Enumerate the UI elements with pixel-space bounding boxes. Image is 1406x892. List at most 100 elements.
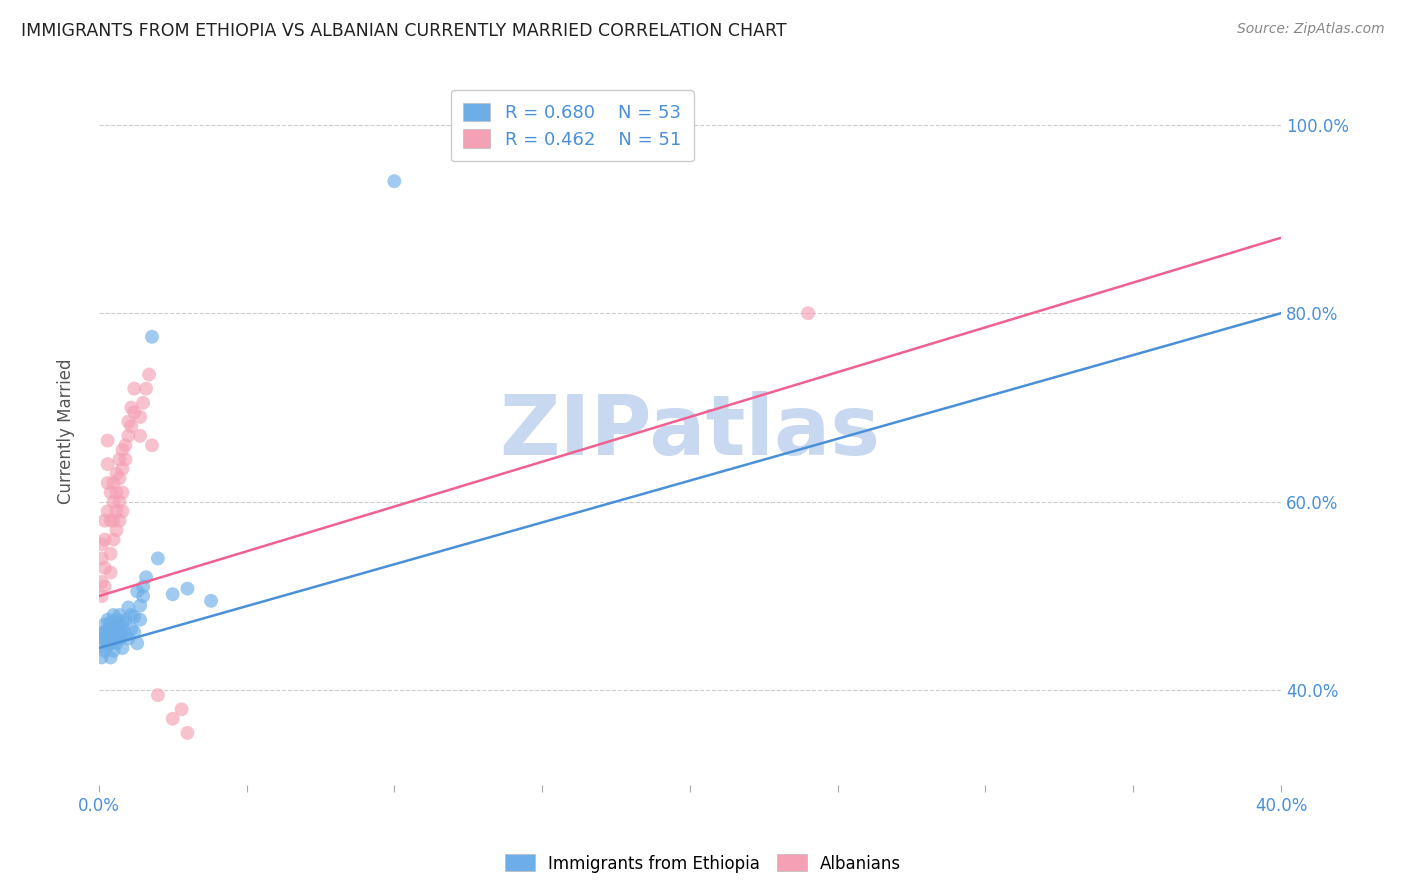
Point xyxy=(100,636,122,650)
Text: IMMIGRANTS FROM ETHIOPIA VS ALBANIAN CURRENTLY MARRIED CORRELATION CHART: IMMIGRANTS FROM ETHIOPIA VS ALBANIAN CUR… xyxy=(21,22,787,40)
Point xyxy=(122,624,145,639)
Point xyxy=(117,632,139,646)
Point xyxy=(105,467,128,481)
Point xyxy=(108,617,131,632)
Point xyxy=(100,547,122,561)
Point xyxy=(111,640,134,655)
Point xyxy=(170,702,193,716)
Text: Source: ZipAtlas.com: Source: ZipAtlas.com xyxy=(1237,22,1385,37)
Point xyxy=(114,452,136,467)
Point xyxy=(97,613,120,627)
Point xyxy=(103,619,125,633)
Point xyxy=(93,561,115,575)
Point xyxy=(100,627,122,641)
Point xyxy=(97,629,120,643)
Point xyxy=(111,462,134,476)
Point xyxy=(103,644,125,658)
Point xyxy=(97,622,120,636)
Point xyxy=(97,475,120,490)
Point xyxy=(117,600,139,615)
Point xyxy=(176,582,198,596)
Point xyxy=(90,632,112,646)
Point xyxy=(120,419,142,434)
Point xyxy=(127,584,149,599)
Point xyxy=(90,574,112,589)
Point xyxy=(129,613,152,627)
Point xyxy=(90,650,112,665)
Point xyxy=(141,438,163,452)
Text: ZIPatlas: ZIPatlas xyxy=(499,391,880,472)
Point xyxy=(120,607,142,622)
Point xyxy=(100,615,122,630)
Point xyxy=(108,624,131,639)
Point xyxy=(103,514,125,528)
Point xyxy=(797,306,820,320)
Point xyxy=(129,409,152,424)
Point xyxy=(103,533,125,547)
Legend: Immigrants from Ethiopia, Albanians: Immigrants from Ethiopia, Albanians xyxy=(498,847,908,880)
Point xyxy=(97,434,120,448)
Point xyxy=(105,629,128,643)
Point xyxy=(141,330,163,344)
Point xyxy=(111,504,134,518)
Point xyxy=(97,638,120,652)
Point xyxy=(103,475,125,490)
Point xyxy=(135,382,157,396)
Point xyxy=(129,429,152,443)
Point xyxy=(108,495,131,509)
Point xyxy=(105,613,128,627)
Point xyxy=(132,580,155,594)
Point xyxy=(93,632,115,646)
Point xyxy=(114,613,136,627)
Point xyxy=(111,442,134,457)
Point xyxy=(90,589,112,603)
Point xyxy=(111,629,134,643)
Point xyxy=(108,452,131,467)
Point xyxy=(93,580,115,594)
Y-axis label: Currently Married: Currently Married xyxy=(58,359,75,504)
Point xyxy=(122,610,145,624)
Point xyxy=(90,551,112,566)
Point xyxy=(120,622,142,636)
Point xyxy=(127,636,149,650)
Point xyxy=(108,514,131,528)
Point xyxy=(117,429,139,443)
Point xyxy=(162,712,184,726)
Point xyxy=(90,627,112,641)
Point xyxy=(93,533,115,547)
Point xyxy=(200,594,222,608)
Point xyxy=(111,615,134,630)
Point xyxy=(105,523,128,537)
Point xyxy=(162,587,184,601)
Point xyxy=(146,688,169,702)
Point xyxy=(97,457,120,471)
Point xyxy=(120,401,142,415)
Point xyxy=(105,485,128,500)
Point xyxy=(132,396,155,410)
Point xyxy=(135,570,157,584)
Point xyxy=(129,599,152,613)
Point xyxy=(132,589,155,603)
Point xyxy=(138,368,160,382)
Point xyxy=(108,607,131,622)
Point xyxy=(90,638,112,652)
Point xyxy=(111,485,134,500)
Point xyxy=(382,174,405,188)
Point xyxy=(90,537,112,551)
Point xyxy=(176,726,198,740)
Point xyxy=(117,415,139,429)
Point xyxy=(108,632,131,646)
Point xyxy=(103,607,125,622)
Point xyxy=(93,644,115,658)
Point xyxy=(103,495,125,509)
Point xyxy=(93,624,115,639)
Point xyxy=(111,619,134,633)
Point xyxy=(114,627,136,641)
Point xyxy=(105,636,128,650)
Point xyxy=(105,504,128,518)
Legend: R = 0.680    N = 53, R = 0.462    N = 51: R = 0.680 N = 53, R = 0.462 N = 51 xyxy=(451,90,693,161)
Point xyxy=(103,632,125,646)
Point xyxy=(93,617,115,632)
Point xyxy=(100,650,122,665)
Point xyxy=(100,485,122,500)
